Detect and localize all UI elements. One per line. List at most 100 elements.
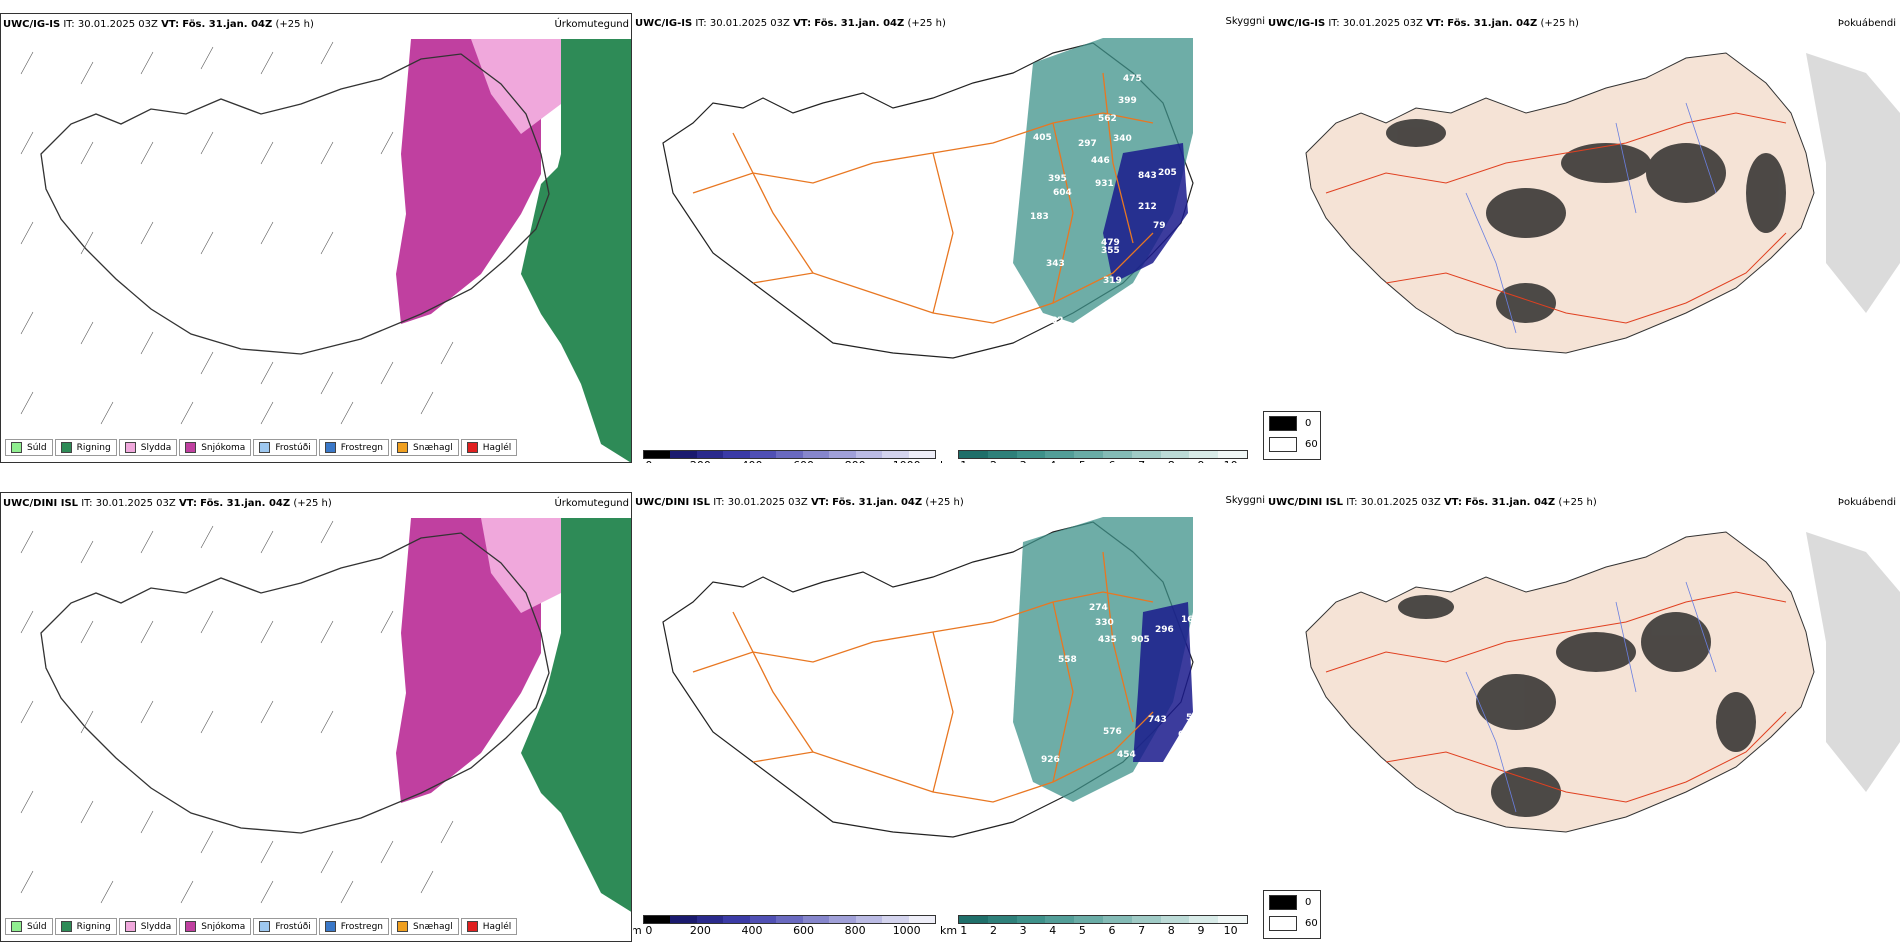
colorbar-tick: 4 (1049, 924, 1057, 937)
colorbar-tick: 5 (1079, 459, 1086, 463)
vt-value: Fös. 31.jan. 04Z (814, 18, 905, 29)
colorbar-segment (1160, 451, 1190, 458)
legend-swatch (397, 442, 409, 453)
legend-swatch (397, 921, 409, 932)
legend-swatch (60, 442, 72, 453)
legend-item: Haglél (460, 439, 518, 456)
rivers (1465, 102, 1717, 334)
colorbar-tick: 7 (1138, 459, 1145, 463)
colorbar-tick: 9 (1197, 459, 1204, 463)
legend-swatch (259, 442, 271, 453)
visibility-unit: km (940, 459, 957, 463)
fog-key-row: 0 (1269, 416, 1311, 431)
cloud-base-label: 575 (1186, 713, 1205, 723)
colorbar-tick: 1000 (892, 924, 921, 937)
visibility-label: Skyggni (1225, 495, 1265, 506)
colorbar-segment (987, 916, 1017, 923)
legend-label: Snæhagl (413, 442, 453, 453)
fog-key-1: 0 60 (1263, 411, 1321, 460)
cloud-base-label: 454 (1117, 750, 1136, 760)
visibility-panel-2: 260 274 330 435 905 296 160 558 743 575 60 576 926 45… (633, 492, 1265, 942)
it-value: 30.01.2025 03Z (77, 19, 158, 30)
cloud-base-label: 355 (1101, 246, 1120, 256)
legend-item: Snæhagl (391, 918, 459, 935)
lead-time: (+25 h) (925, 497, 964, 508)
model-name: UWC/IG-IS (3, 19, 61, 30)
vt-label: VT: (793, 18, 812, 29)
colorbar-tick: 400 (741, 459, 762, 463)
colorbar-segment (749, 916, 777, 923)
colorbar-segment (749, 451, 777, 458)
road-network (692, 551, 1154, 803)
cloud-base-label: 61 (1180, 750, 1193, 760)
colorbar-segment (1218, 916, 1247, 923)
cloud-base-label: 843 (1138, 171, 1157, 181)
ceiling-unit: m (633, 924, 642, 937)
cloud-base-label: 446 (1091, 156, 1110, 166)
colorbar-segment (1016, 451, 1046, 458)
vt-value: Fös. 31.jan. 04Z (200, 498, 291, 509)
legend-label: Slydda (140, 442, 172, 453)
fog-map-2 (1305, 531, 1900, 833)
legend-item: Slydda (118, 439, 178, 456)
colorbar-segment (908, 916, 935, 923)
road-network (692, 72, 1154, 324)
colorbar-segment (1131, 916, 1161, 923)
precip-legend: Súld Rigning Slydda Snjókoma Frostúði Frostre… (5, 918, 519, 935)
vt-label: VT: (161, 19, 180, 30)
legend-swatch (60, 921, 72, 932)
ceiling-colorbar: m 0 200 400 600 800 1000 (633, 915, 936, 939)
colorbar-tick: 7 (1138, 924, 1146, 937)
cloud-base-label: 395 (1048, 174, 1067, 184)
colorbar-tick: 800 (844, 924, 866, 937)
visibility-map-2: 260 274 330 435 905 296 160 558 743 575 60 576 926 45… (662, 517, 1212, 838)
lead-time: (+25 h) (1540, 18, 1579, 29)
cloud-base-label: 340 (1113, 134, 1132, 144)
cloud-base-label: 399 (1118, 96, 1137, 106)
colorbar-tick: 200 (689, 924, 711, 937)
colorbar-segment (644, 451, 671, 458)
cloud-base-label: 405 (1033, 133, 1052, 143)
cloud-base-label: 330 (1095, 618, 1114, 628)
model-name: UWC/DINI ISL (3, 498, 79, 509)
vt-value: Fös. 31.jan. 04Z (182, 19, 273, 30)
legend-label: Rigning (76, 921, 111, 932)
colorbar-segment (882, 916, 909, 923)
colorbar-tick: 8 (1167, 924, 1175, 937)
legend-item: Snæhagl (391, 439, 459, 456)
precip-type-map-2 (20, 518, 631, 912)
legend-swatch (124, 921, 136, 932)
legend-item: Slydda (118, 918, 178, 935)
panel-title: UWC/IG-IS IT: 30.01.2025 03Z VT: Fös. 31… (3, 19, 314, 30)
panel-title: UWC/DINI ISL IT: 30.01.2025 03Z VT: Fös.… (1268, 497, 1597, 508)
fog-label: Þokuábendi (1837, 18, 1896, 29)
precip-type-map-1 (20, 39, 631, 462)
ceiling-unit: m (633, 459, 642, 463)
colorbar-segment (882, 451, 909, 458)
fog-label: Þokuábendi (1837, 497, 1896, 508)
cloud-base-label: 58 (1155, 269, 1168, 279)
panel-title: UWC/DINI ISL IT: 30.01.2025 03Z VT: Fös.… (3, 498, 332, 509)
colorbar-segment (670, 916, 697, 923)
legend-swatch (259, 921, 271, 932)
fog-key-swatch (1269, 416, 1297, 431)
legend-item: Frostregn (318, 918, 390, 935)
fog-key-2: 0 60 (1263, 890, 1321, 939)
colorbar-segment (644, 916, 671, 923)
colorbar-segment (723, 451, 750, 458)
legend-item: Frostúði (253, 918, 317, 935)
cloud-base-label: 212 (1138, 202, 1157, 212)
precip-snow-area (396, 39, 561, 324)
model-name: UWC/IG-IS (635, 18, 693, 29)
vt-label: VT: (1426, 18, 1445, 29)
cloud-base-label: 475 (1123, 74, 1142, 84)
visibility-colorbar: km 1 2 3 4 5 6 7 8 9 10 (940, 450, 1248, 463)
lead-time: (+25 h) (293, 498, 332, 509)
colorbar-segment (1016, 916, 1046, 923)
colorbar-tick: 600 (793, 924, 815, 937)
colorbar-segment (1074, 916, 1103, 923)
colorbar-tick: 0 (645, 924, 653, 937)
fog-key-swatch (1269, 895, 1297, 910)
model-name: UWC/IG-IS (1268, 18, 1326, 29)
